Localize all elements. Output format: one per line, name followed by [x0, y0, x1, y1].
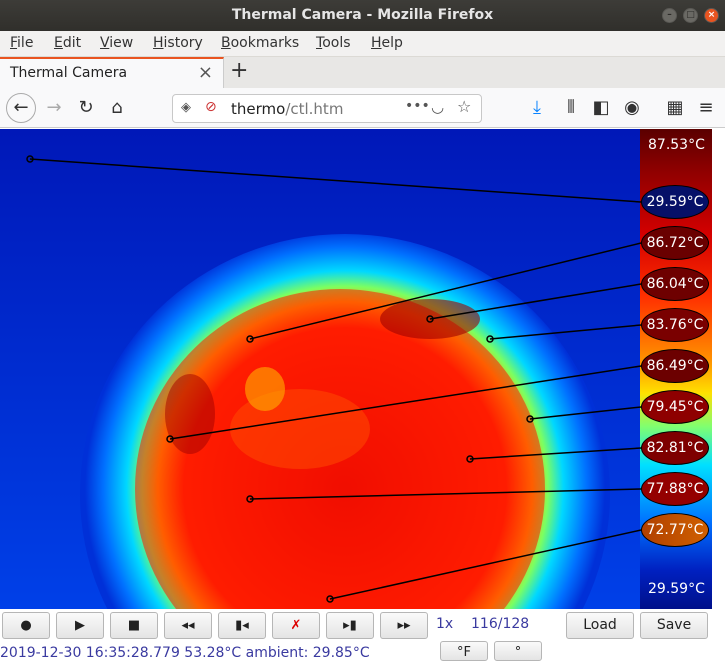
- home-icon[interactable]: ⌂: [111, 97, 123, 118]
- minimize-icon[interactable]: –: [662, 8, 677, 23]
- insecure-lock-icon[interactable]: ⊘: [205, 99, 217, 115]
- menu-file[interactable]: File: [10, 35, 34, 51]
- tab-thermal-camera[interactable]: Thermal Camera ×: [0, 57, 224, 88]
- fahrenheit-button[interactable]: °F: [440, 641, 488, 661]
- probe-reading-9: 72.77°C: [641, 513, 709, 547]
- playback-speed: 1x: [436, 616, 454, 632]
- url-host: thermo: [231, 100, 286, 118]
- probe-reading-3: 86.04°C: [641, 267, 709, 301]
- thermal-image[interactable]: [0, 129, 640, 609]
- url-bar[interactable]: ◈ ⊘ thermo/ctl.htm ••• ◡ ☆: [172, 94, 482, 123]
- probe-reading-6: 79.45°C: [641, 390, 709, 424]
- save-button[interactable]: Save: [640, 612, 708, 639]
- load-button[interactable]: Load: [566, 612, 634, 639]
- probe-reading-4: 83.76°C: [641, 308, 709, 342]
- status-line: 2019-12-30 16:35:28.779 53.28°C ambient:…: [0, 645, 370, 661]
- url-path: /ctl.htm: [285, 100, 344, 118]
- reload-icon[interactable]: ↻: [78, 97, 94, 118]
- probe-reading-7: 82.81°C: [641, 431, 709, 465]
- tab-bar: Thermal Camera × +: [0, 57, 725, 88]
- menu-history[interactable]: History: [153, 35, 203, 51]
- probe-reading-5: 86.49°C: [641, 349, 709, 383]
- step-forward-button[interactable]: ▸▮: [326, 612, 374, 639]
- record-button[interactable]: ●: [2, 612, 50, 639]
- navigation-bar: ← → ↻ ⌂ ◈ ⊘ thermo/ctl.htm ••• ◡ ☆ ⤓ ⫴ ◧…: [0, 88, 725, 128]
- extensions-icon[interactable]: ▦: [666, 97, 684, 118]
- frame-counter: 116/128: [471, 616, 530, 632]
- menu-bar: File Edit View History Bookmarks Tools H…: [0, 31, 725, 57]
- degree-button[interactable]: °: [494, 641, 542, 661]
- tab-title: Thermal Camera: [10, 65, 128, 81]
- probe-reading-2: 86.72°C: [641, 226, 709, 260]
- clear-button[interactable]: ✗: [272, 612, 320, 639]
- play-button[interactable]: ▶: [56, 612, 104, 639]
- menu-edit[interactable]: Edit: [54, 35, 82, 51]
- url-text: thermo/ctl.htm: [231, 100, 343, 118]
- menu-bookmarks[interactable]: Bookmarks: [221, 35, 300, 51]
- scale-margin: [712, 129, 725, 609]
- fast-forward-button[interactable]: ▸▸: [380, 612, 428, 639]
- bookmark-star-icon[interactable]: ☆: [457, 97, 472, 116]
- scale-min-label: 29.59°C: [648, 581, 705, 597]
- menu-view[interactable]: View: [100, 35, 134, 51]
- window-title: Thermal Camera - Mozilla Firefox: [231, 7, 494, 23]
- page-content: 87.53°C 29.59°C 29.59°C 86.72°C 86.04°C …: [0, 129, 725, 661]
- shield-icon[interactable]: ◈: [181, 100, 191, 115]
- rewind-button[interactable]: ◂◂: [164, 612, 212, 639]
- library-icon[interactable]: ⫴: [567, 97, 575, 118]
- step-back-button[interactable]: ▮◂: [218, 612, 266, 639]
- hamburger-menu-icon[interactable]: ≡: [698, 97, 714, 118]
- new-tab-icon[interactable]: +: [230, 58, 249, 83]
- window-titlebar: Thermal Camera - Mozilla Firefox – □ ×: [0, 0, 725, 31]
- downloads-icon[interactable]: ⤓: [533, 97, 541, 118]
- menu-tools[interactable]: Tools: [316, 35, 351, 51]
- thermal-heatmap: [0, 129, 640, 609]
- page-actions-icon[interactable]: •••: [405, 98, 430, 114]
- menu-help[interactable]: Help: [371, 35, 403, 51]
- pocket-icon[interactable]: ◡: [431, 98, 445, 116]
- probe-reading-1: 29.59°C: [641, 185, 709, 219]
- back-icon[interactable]: ←: [6, 93, 36, 123]
- playback-controls: ● ▶ ■ ◂◂ ▮◂ ✗ ▸▮ ▸▸ 1x 116/128 Load Save…: [0, 609, 725, 661]
- scale-max-label: 87.53°C: [648, 137, 705, 153]
- sidebar-icon[interactable]: ◧: [592, 97, 610, 118]
- forward-icon[interactable]: →: [46, 97, 62, 118]
- account-icon[interactable]: ◉: [624, 97, 640, 118]
- tab-close-icon[interactable]: ×: [197, 62, 213, 83]
- close-window-icon[interactable]: ×: [704, 8, 719, 23]
- probe-reading-8: 77.88°C: [641, 472, 709, 506]
- maximize-icon[interactable]: □: [683, 8, 698, 23]
- stop-button[interactable]: ■: [110, 612, 158, 639]
